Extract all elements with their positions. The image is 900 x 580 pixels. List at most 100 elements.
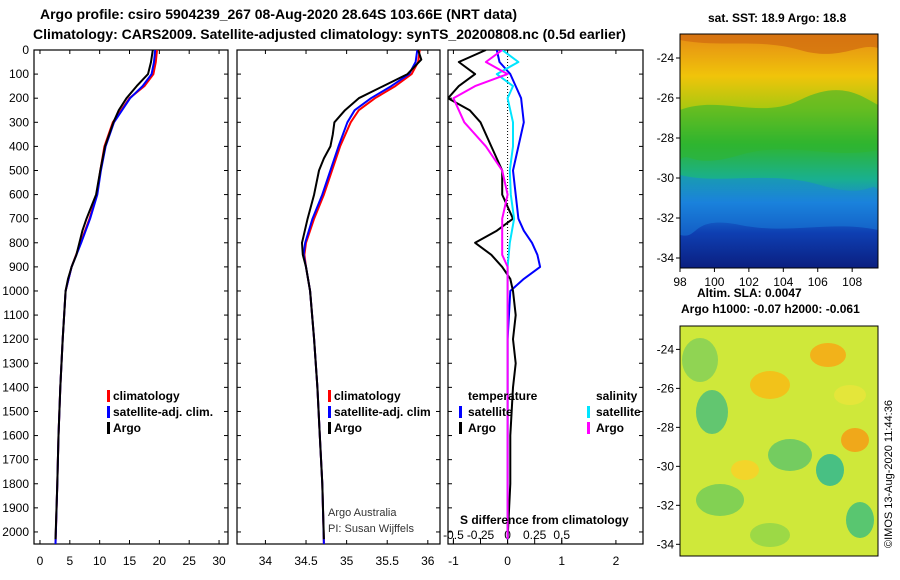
- sst-map-image: [680, 34, 878, 268]
- sst-x-tick-label: 106: [808, 275, 828, 289]
- annotation-pi: PI: Susan Wijffels: [328, 523, 414, 535]
- sla-y-tick-label: -30: [657, 459, 675, 473]
- depth-tick-label: 1500: [2, 404, 29, 418]
- depth-tick-label: 600: [9, 188, 29, 202]
- legend-satellite-swatch: [107, 406, 110, 418]
- sla-y-tick-label: -24: [657, 342, 675, 356]
- sst-x-tick-label: 100: [704, 275, 724, 289]
- sst-x-tick-label: 98: [673, 275, 687, 289]
- legend-climatology-label: climatology: [113, 389, 180, 403]
- x-tick-label: 30: [212, 554, 226, 568]
- s-tick-label: -0.25: [467, 528, 495, 542]
- sla-y-tick-label: -34: [657, 537, 675, 551]
- legend-sal-satellite-swatch: [587, 406, 590, 418]
- sst-x-tick-label: 102: [739, 275, 759, 289]
- depth-tick-label: 2000: [2, 525, 29, 539]
- temperature-legend: climatology satellite-adj. clim. Argo: [107, 389, 213, 435]
- depth-tick-label: 1400: [2, 380, 29, 394]
- depth-tick-label: 300: [9, 115, 29, 129]
- x-tick-label: 15: [123, 554, 137, 568]
- s-difference-label: S difference from climatology: [460, 513, 629, 527]
- x-tick-label: 0: [37, 554, 44, 568]
- depth-tick-label: 400: [9, 139, 29, 153]
- legend-temperature-heading: temperature: [468, 389, 538, 403]
- legend-temp-argo-swatch: [459, 422, 462, 434]
- sla-map-title: Altim. SLA: 0.0047: [697, 286, 802, 300]
- sst-y-tick-label: -30: [657, 171, 675, 185]
- legend-argo-swatch: [328, 422, 331, 434]
- sla-y-tick-label: -28: [657, 420, 675, 434]
- sla-y-tick-label: -32: [657, 498, 675, 512]
- depth-tick-label: 1100: [3, 308, 29, 322]
- sst-y-tick-label: -26: [657, 91, 675, 105]
- x-tick-label: 0: [504, 554, 511, 568]
- s-tick-label: -0.5: [443, 528, 464, 542]
- x-tick-label: 5: [66, 554, 73, 568]
- depth-tick-label: 1000: [2, 284, 29, 298]
- depth-tick-label: 900: [9, 260, 29, 274]
- depth-tick-label: 700: [9, 212, 29, 226]
- series-salinity-argo: [452, 50, 509, 540]
- difference-panel-frame: [447, 49, 644, 545]
- salinity-legend: climatology satellite-adj. clim Argo: [328, 389, 431, 435]
- legend-argo-label: Argo: [334, 421, 362, 435]
- depth-tick-label: 800: [9, 236, 29, 250]
- depth-tick-label: 1800: [2, 477, 29, 491]
- legend-sal-argo-swatch: [587, 422, 590, 434]
- legend-sal-satellite-label: satellite: [596, 405, 641, 419]
- legend-argo-label: Argo: [113, 421, 141, 435]
- series-argo: [301, 50, 423, 540]
- x-tick-label: 20: [153, 554, 167, 568]
- depth-tick-label: 1300: [2, 356, 29, 370]
- legend-satellite-swatch: [328, 406, 331, 418]
- depth-tick-label: 1900: [2, 501, 29, 515]
- legend-satellite-label: satellite-adj. clim.: [113, 405, 213, 419]
- depth-tick-label: 0: [22, 43, 29, 57]
- sst-x-tick-label: 108: [842, 275, 862, 289]
- temperature-panel-frame: [33, 49, 229, 545]
- x-tick-label: 36: [421, 554, 435, 568]
- sst-map-title: sat. SST: 18.9 Argo: 18.8: [708, 11, 847, 25]
- legend-climatology-label: climatology: [334, 389, 401, 403]
- legend-temp-satellite-swatch: [459, 406, 462, 418]
- sst-y-tick-label: -32: [657, 211, 675, 225]
- depth-tick-label: 200: [9, 91, 29, 105]
- legend-satellite-label: satellite-adj. clim: [334, 405, 431, 419]
- depth-tick-label: 500: [9, 163, 29, 177]
- x-tick-label: -1: [448, 554, 459, 568]
- x-tick-label: 2: [613, 554, 620, 568]
- depth-tick-label: 1600: [2, 429, 29, 443]
- legend-climatology-swatch: [328, 390, 331, 402]
- series-argo: [54, 50, 154, 540]
- s-tick-label: 0.5: [553, 528, 570, 542]
- sst-y-tick-label: -34: [657, 251, 675, 265]
- x-tick-label: 25: [183, 554, 197, 568]
- difference-legend: temperature satellite Argo salinity sate…: [459, 389, 641, 435]
- depth-tick-label: 100: [9, 67, 29, 81]
- depth-tick-label: 1200: [2, 332, 29, 346]
- sla-y-tick-label: -26: [657, 381, 675, 395]
- legend-sal-argo-label: Argo: [596, 421, 624, 435]
- sla-map-subtitle: Argo h1000: -0.07 h2000: -0.061: [681, 302, 860, 316]
- x-tick-label: 34: [259, 554, 273, 568]
- imos-credit: ©IMOS 13-Aug-2020 11:44:36: [883, 400, 895, 548]
- sst-y-tick-label: -28: [657, 131, 675, 145]
- plot-title-line2: Climatology: CARS2009. Satellite-adjuste…: [33, 26, 626, 42]
- sla-map-frame: [679, 325, 879, 557]
- sst-y-tick-label: -24: [657, 51, 675, 65]
- depth-tick-label: 1700: [2, 453, 29, 467]
- sst-x-tick-label: 104: [773, 275, 793, 289]
- legend-temp-satellite-label: satellite: [468, 405, 513, 419]
- x-tick-label: 34.5: [294, 554, 318, 568]
- series-temperature-argo: [448, 50, 517, 540]
- legend-climatology-swatch: [107, 390, 110, 402]
- salinity-panel-frame: [236, 49, 441, 545]
- legend-temp-argo-label: Argo: [468, 421, 496, 435]
- x-tick-label: 35.5: [376, 554, 400, 568]
- s-tick-label: 0.25: [523, 528, 547, 542]
- x-tick-label: 1: [558, 554, 565, 568]
- plot-title-line1: Argo profile: csiro 5904239_267 08-Aug-2…: [40, 6, 517, 22]
- x-tick-label: 35: [340, 554, 354, 568]
- legend-salinity-heading: salinity: [596, 389, 638, 403]
